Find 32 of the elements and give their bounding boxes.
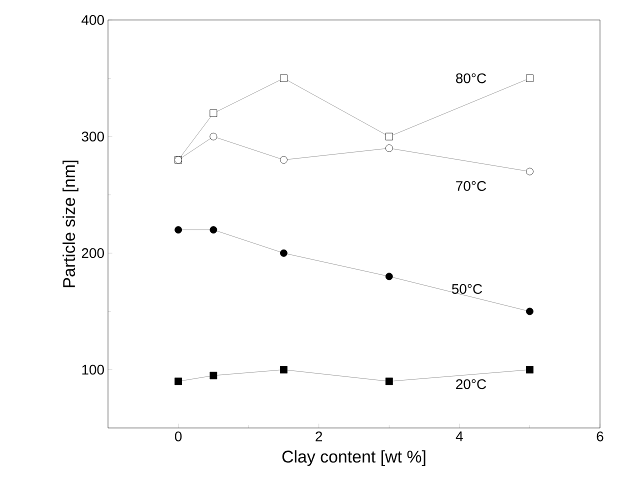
point	[385, 132, 393, 140]
point	[526, 366, 534, 374]
point	[280, 366, 288, 374]
point	[526, 308, 534, 316]
series-label: 20°C	[456, 379, 486, 390]
y-tick-label: 100	[82, 364, 104, 375]
y-axis-title: Particle size [nm]	[62, 160, 78, 288]
point	[280, 156, 288, 164]
point	[210, 226, 218, 234]
point	[526, 168, 534, 176]
y-tick-label: 300	[82, 132, 104, 142]
point	[280, 249, 288, 257]
point	[385, 144, 393, 152]
y-tick-label: 400	[82, 15, 104, 25]
x-tick-label: 2	[316, 431, 322, 442]
point	[174, 226, 182, 234]
y-tick-label: 200	[82, 248, 104, 258]
series-label: 70°C	[456, 181, 486, 191]
point	[210, 132, 218, 140]
point	[526, 74, 534, 82]
point	[385, 378, 393, 386]
point	[385, 272, 393, 280]
x-tick-label: 0	[174, 431, 182, 442]
series-label: 50°C	[452, 284, 482, 294]
x-axis-title: Clay content [wt %]	[282, 450, 426, 466]
series-label: 80°C	[456, 73, 486, 84]
x-tick-label: 6	[596, 431, 604, 442]
point	[210, 372, 218, 380]
x-tick-label: 4	[456, 432, 463, 442]
point	[280, 74, 288, 82]
point	[210, 110, 218, 117]
point	[174, 378, 182, 386]
